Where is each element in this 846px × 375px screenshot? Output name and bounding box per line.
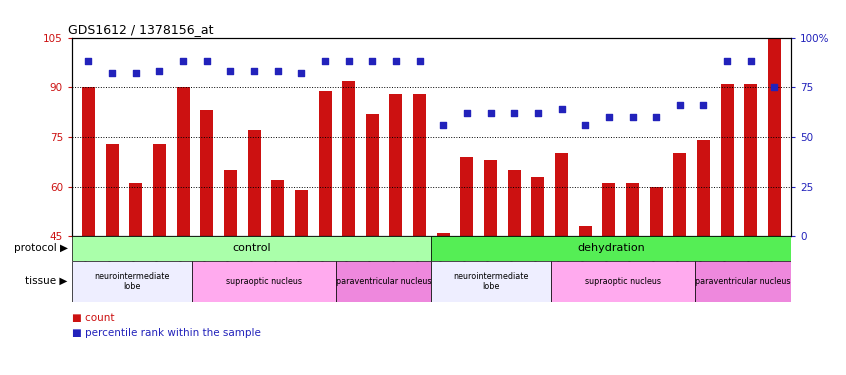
Point (413, 58, 426, 64)
Bar (72, 261, 192, 302)
Text: protocol ▶: protocol ▶ (14, 243, 68, 254)
Point (767, 84, 781, 90)
Text: ■ percentile rank within the sample: ■ percentile rank within the sample (72, 328, 261, 338)
Bar (224, 170, 237, 236)
Bar (695, 261, 791, 302)
Bar (437, 233, 450, 236)
Point (271, 68, 284, 74)
Bar (626, 183, 639, 236)
Point (531, 110, 545, 116)
Text: control: control (233, 243, 271, 254)
Bar (248, 130, 261, 236)
Text: paraventricular nucleus: paraventricular nucleus (695, 277, 791, 286)
Text: supraoptic nucleus: supraoptic nucleus (585, 277, 662, 286)
Bar (602, 183, 615, 236)
Point (294, 70, 308, 76)
Point (82, 58, 96, 64)
Point (508, 110, 521, 116)
Bar (555, 153, 568, 236)
Point (650, 114, 663, 120)
Point (200, 58, 213, 64)
Point (318, 58, 332, 64)
Bar (579, 226, 591, 236)
Point (129, 70, 142, 76)
Text: ■ count: ■ count (72, 313, 114, 322)
Bar (318, 90, 332, 236)
Text: GDS1612 / 1378156_at: GDS1612 / 1378156_at (69, 23, 214, 36)
Text: neurointermediate
lobe: neurointermediate lobe (94, 272, 169, 291)
Point (152, 68, 166, 74)
Bar (72, 236, 431, 261)
Point (176, 58, 190, 64)
Bar (106, 144, 118, 236)
Point (744, 58, 757, 64)
Point (365, 58, 379, 64)
Bar (336, 261, 431, 302)
Point (247, 68, 261, 74)
Point (460, 110, 474, 116)
Point (437, 122, 450, 128)
Bar (431, 261, 552, 302)
Bar (552, 261, 695, 302)
Bar (697, 140, 710, 236)
Bar (531, 177, 545, 236)
Bar (342, 81, 355, 236)
Bar (768, 38, 781, 236)
Point (697, 102, 711, 108)
Point (602, 114, 616, 120)
Point (555, 106, 569, 112)
Text: supraoptic nucleus: supraoptic nucleus (226, 277, 302, 286)
Bar (484, 160, 497, 236)
Bar (721, 84, 733, 236)
Point (106, 70, 119, 76)
Bar (177, 87, 190, 236)
Bar (389, 94, 403, 236)
Bar (192, 261, 336, 302)
Text: neurointermediate
lobe: neurointermediate lobe (453, 272, 529, 291)
Bar (673, 153, 686, 236)
Point (342, 58, 355, 64)
Point (626, 114, 640, 120)
Bar (460, 157, 474, 236)
Point (389, 58, 403, 64)
Bar (201, 110, 213, 236)
Text: paraventricular nucleus: paraventricular nucleus (336, 277, 431, 286)
Point (484, 110, 497, 116)
Point (579, 122, 592, 128)
Bar (650, 187, 662, 236)
Bar (431, 236, 791, 261)
Text: dehydration: dehydration (577, 243, 645, 254)
Text: tissue ▶: tissue ▶ (25, 276, 68, 286)
Bar (413, 94, 426, 236)
Point (223, 68, 237, 74)
Bar (744, 84, 757, 236)
Point (721, 58, 734, 64)
Bar (365, 114, 379, 236)
Bar (153, 144, 166, 236)
Bar (295, 190, 308, 236)
Bar (82, 87, 95, 236)
Point (673, 102, 687, 108)
Bar (272, 180, 284, 236)
Bar (129, 183, 142, 236)
Bar (508, 170, 521, 236)
